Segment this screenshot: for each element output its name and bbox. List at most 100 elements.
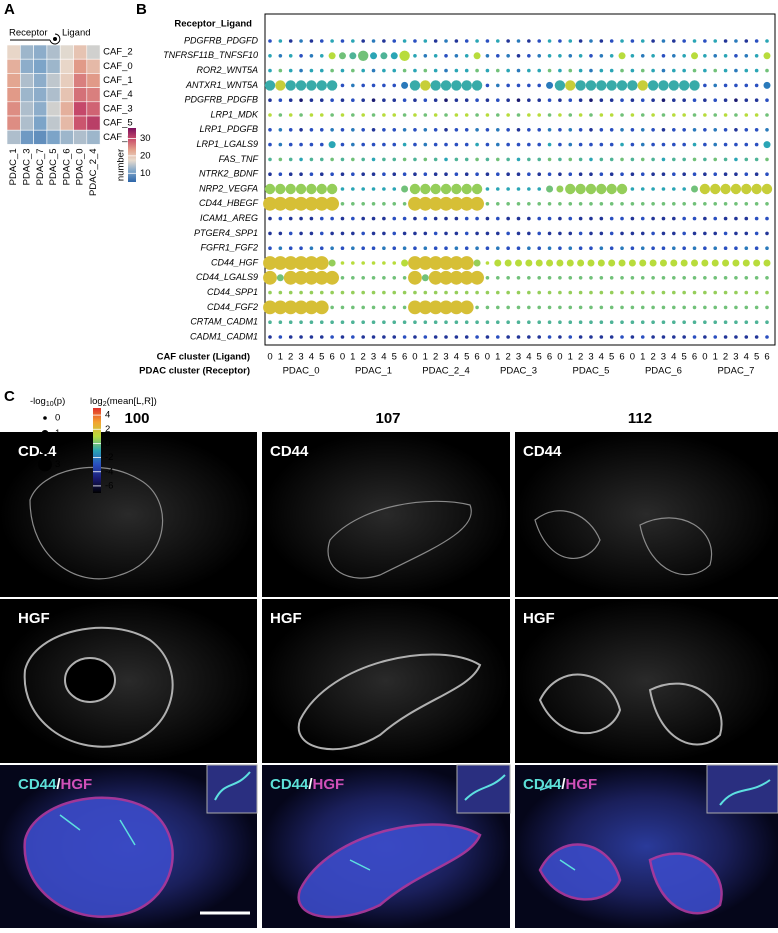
dot xyxy=(361,187,365,191)
heatmap-cell xyxy=(6,101,21,117)
dot xyxy=(454,216,459,221)
dot xyxy=(464,113,469,117)
dot xyxy=(401,259,409,267)
dot xyxy=(568,320,573,325)
dot xyxy=(433,39,438,43)
dot xyxy=(485,54,490,58)
dot xyxy=(351,276,355,280)
dot xyxy=(433,320,438,325)
dot xyxy=(306,80,317,91)
dot xyxy=(382,39,386,43)
row-label: CAF_4 xyxy=(103,89,133,100)
dot xyxy=(640,246,645,250)
dot xyxy=(723,305,728,310)
dot xyxy=(668,80,680,91)
dot xyxy=(599,276,604,280)
dot xyxy=(263,196,277,211)
dot xyxy=(268,39,272,43)
dot xyxy=(278,128,283,132)
row-label: CD44_LGALS9 xyxy=(196,272,258,282)
dot xyxy=(713,39,718,43)
dot xyxy=(599,172,604,176)
dot xyxy=(620,335,624,339)
dot xyxy=(361,305,365,310)
dot xyxy=(578,276,583,280)
caf-label: 1 xyxy=(568,352,573,363)
dot xyxy=(723,54,728,58)
dot xyxy=(640,54,645,58)
dot xyxy=(630,216,635,221)
dot xyxy=(558,216,562,221)
dot xyxy=(630,276,635,280)
dot xyxy=(401,185,409,193)
dot xyxy=(382,231,386,236)
dot xyxy=(620,290,624,295)
dot xyxy=(651,54,655,58)
dot xyxy=(326,80,338,91)
dot xyxy=(558,335,562,339)
heatmap-cell xyxy=(46,101,61,117)
dot xyxy=(630,231,635,236)
dot xyxy=(609,68,614,73)
caf-label: 3 xyxy=(443,352,448,363)
dot xyxy=(734,172,738,176)
dot xyxy=(609,157,614,162)
caf-label: 1 xyxy=(495,352,500,363)
dot xyxy=(319,157,324,162)
dot xyxy=(299,68,303,73)
dot xyxy=(723,39,728,43)
heatmap-cell xyxy=(59,44,74,60)
dot xyxy=(340,305,345,310)
dot xyxy=(744,290,749,295)
dot xyxy=(330,113,334,117)
dot xyxy=(609,98,614,102)
dot xyxy=(392,305,397,310)
dot xyxy=(661,305,666,310)
dot xyxy=(288,231,293,236)
dot xyxy=(578,320,583,325)
dot xyxy=(418,196,433,211)
dot xyxy=(319,172,324,176)
dot xyxy=(475,246,479,250)
dot xyxy=(402,202,407,206)
dot xyxy=(459,300,474,315)
dot xyxy=(672,335,676,339)
dot xyxy=(682,246,686,250)
dot xyxy=(340,157,345,162)
dot xyxy=(268,246,272,250)
dot xyxy=(423,320,428,325)
dot xyxy=(309,172,314,176)
dot xyxy=(340,172,345,176)
dot xyxy=(547,98,552,102)
dot xyxy=(423,335,428,339)
dot xyxy=(589,157,593,162)
colorbar-tick-label: -4 xyxy=(105,466,113,477)
heatmap-cell xyxy=(59,129,74,145)
dot xyxy=(319,231,324,236)
row-label: NTRK2_BDNF xyxy=(199,169,259,179)
dot xyxy=(754,157,759,162)
dot xyxy=(682,202,686,206)
dot xyxy=(263,256,277,270)
dot xyxy=(371,246,376,250)
dot xyxy=(568,68,573,73)
dot xyxy=(288,113,293,117)
dot xyxy=(392,261,397,265)
dot xyxy=(672,202,676,206)
dot xyxy=(444,113,448,117)
dot xyxy=(754,246,759,250)
dot xyxy=(451,80,462,91)
dot xyxy=(371,172,376,176)
dot xyxy=(640,216,645,221)
dot xyxy=(340,202,345,206)
dot xyxy=(765,68,769,73)
dot xyxy=(751,183,762,195)
dot xyxy=(589,128,593,132)
dot xyxy=(309,54,314,58)
dot xyxy=(713,335,718,339)
dot xyxy=(392,290,397,295)
dot xyxy=(506,187,510,191)
dot xyxy=(630,128,635,132)
dot xyxy=(753,259,761,267)
dot xyxy=(546,81,554,89)
